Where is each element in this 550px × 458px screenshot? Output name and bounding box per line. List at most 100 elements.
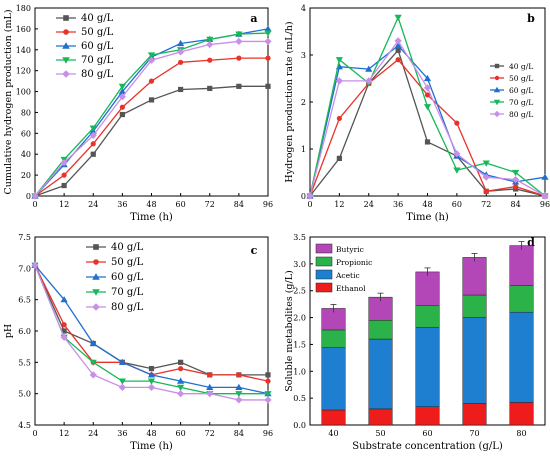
diamond-marker (541, 192, 549, 200)
legend-label: Ethanol (336, 284, 366, 293)
triangle-up-marker (60, 296, 68, 303)
y-tick-label: 180 (16, 4, 31, 13)
y-tick-label: 1.0 (293, 367, 306, 376)
circle-marker (454, 120, 460, 126)
diamond-marker (206, 40, 214, 49)
triangle-down-marker (147, 378, 156, 385)
triangle-down-marker (92, 289, 100, 296)
y-tick-label: 5.5 (18, 358, 31, 367)
bar-segment-ethanol (321, 409, 346, 426)
y-tick-label: 1 (301, 145, 306, 154)
diamond-marker (92, 303, 100, 311)
y-tick-label: 80 (21, 108, 31, 117)
legend-label: 70 g/L (81, 55, 114, 66)
circle-marker (483, 188, 489, 194)
x-tick-label: 12 (334, 200, 344, 209)
x-tick-label: 48 (146, 429, 156, 438)
square-marker (336, 155, 342, 161)
x-tick-label: 72 (205, 200, 215, 209)
y-tick-label: 6.5 (18, 296, 31, 305)
square-marker (178, 86, 184, 93)
y-tick-label: 60 (21, 129, 31, 138)
diamond-marker (423, 84, 432, 92)
y-tick-label: 5.0 (18, 390, 31, 399)
x-tick-label: 24 (88, 200, 98, 209)
y-tick-label: 3 (301, 51, 306, 60)
square-marker (61, 182, 67, 189)
series-line (309, 49, 546, 197)
diamond-marker (235, 396, 243, 404)
panel-label: c (251, 244, 258, 257)
diamond-marker (89, 371, 97, 379)
y-tick-label: 140 (16, 46, 31, 55)
diamond-marker (60, 333, 68, 341)
y-tick-label: 6.0 (18, 327, 31, 336)
circle-marker (236, 372, 242, 378)
bar-segment-acetic (415, 326, 440, 407)
y-tick-label: 2.5 (293, 287, 306, 296)
diamond-marker (264, 396, 272, 404)
diamond-marker (60, 158, 68, 167)
panel-label: b (527, 12, 535, 25)
x-tick-label: 12 (59, 429, 69, 438)
y-tick-label: 0.5 (293, 394, 306, 403)
bar-segment-ethanol (509, 402, 534, 426)
bar-segment-propionic (509, 285, 534, 313)
panel-label: a (250, 12, 257, 25)
y-tick-label: 0 (301, 192, 306, 201)
triangle-up-marker (394, 42, 402, 49)
square-marker (178, 359, 184, 365)
y-tick-label: 3.0 (293, 260, 306, 269)
x-tick-label: 48 (146, 200, 156, 209)
legend-label: Propionic (336, 258, 372, 267)
circle-marker (265, 55, 271, 61)
x-tick-label: 12 (59, 200, 69, 209)
triangle-up-marker (89, 339, 97, 347)
x-tick-label: 60 (422, 429, 432, 438)
legend-label: 50 g/L (81, 27, 114, 38)
circle-marker (424, 92, 431, 98)
y-tick-label: 2 (301, 98, 306, 107)
y-tick-label: 3.5 (293, 233, 306, 242)
triangle-up-marker (423, 74, 432, 82)
diamond-marker (62, 70, 70, 78)
circle-marker (93, 259, 99, 265)
x-tick-label: 72 (481, 200, 491, 209)
square-marker (395, 47, 401, 53)
x-axis-title: Time (h) (130, 212, 173, 223)
circle-marker (395, 57, 401, 63)
square-marker (63, 15, 69, 21)
y-axis-title: Soluble metabolites (g/L) (284, 270, 295, 391)
x-tick-label: 60 (452, 200, 462, 209)
bar-segment-propionic (321, 329, 346, 348)
diamond-marker (306, 192, 314, 200)
x-tick-label: 60 (176, 200, 186, 209)
circle-marker (63, 29, 69, 35)
y-axis-title: Hydrogen production rate (mL/h) (284, 21, 295, 182)
x-tick-label: 24 (364, 200, 374, 209)
triangle-up-marker (541, 173, 549, 180)
legend-label: 50 g/L (509, 74, 533, 83)
y-tick-label: 120 (16, 67, 31, 76)
x-tick-label: 48 (422, 200, 432, 209)
triangle-up-marker (92, 273, 100, 280)
triangle-down-marker (206, 36, 214, 43)
triangle-up-marker (365, 65, 373, 72)
x-tick-label: 36 (117, 429, 127, 438)
triangle-down-marker (493, 99, 501, 106)
y-tick-label: 7.0 (18, 264, 31, 273)
bar-segment-acetic (462, 317, 487, 404)
legend-swatch (315, 256, 333, 267)
x-tick-label: 0 (307, 200, 312, 209)
bar-segment-acetic (321, 347, 346, 411)
bar-segment-butyric (509, 245, 534, 286)
triangle-up-marker (493, 86, 501, 93)
triangle-up-marker (177, 377, 185, 384)
triangle-up-marker (118, 87, 126, 95)
triangle-down-marker (62, 57, 70, 64)
panel-a: 0 20 40 60 80 100 120 140 160 180 0 12 24 36 48 60 72 84 9… (3, 4, 273, 223)
diamond-marker (482, 173, 490, 181)
bar-segment-propionic (368, 320, 393, 340)
